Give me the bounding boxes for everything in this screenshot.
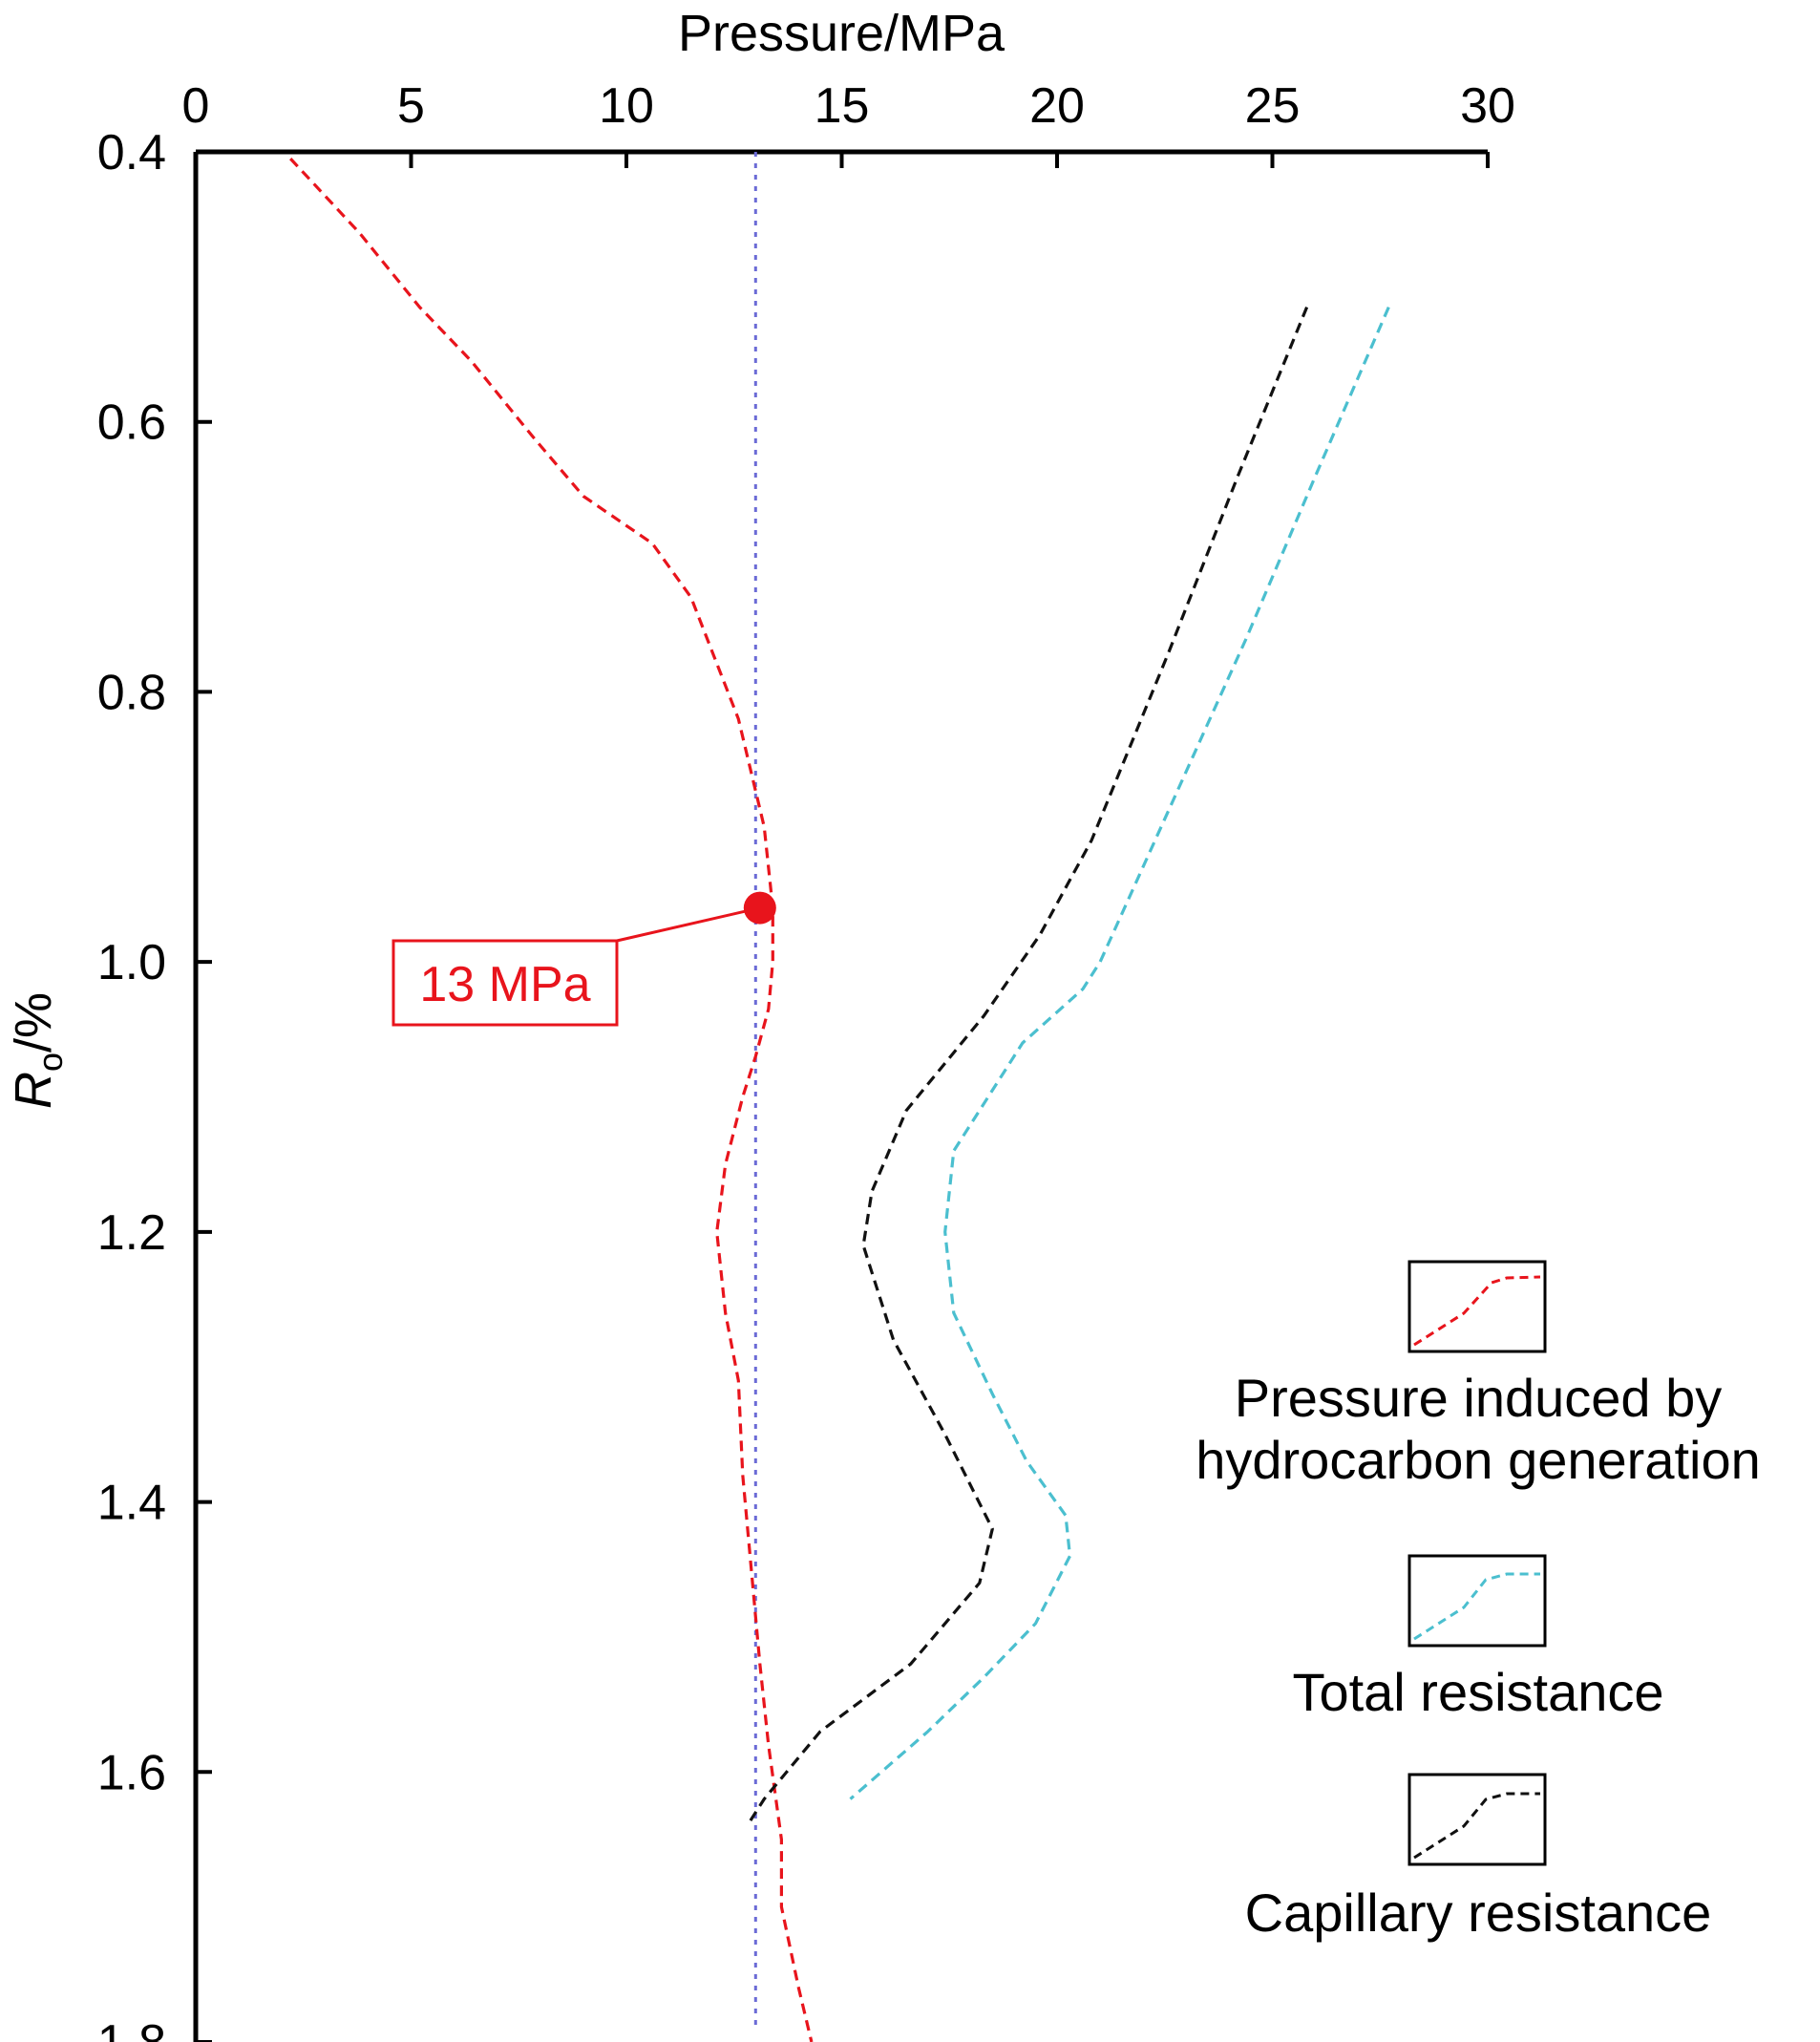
annotation-leader-line [616,906,761,943]
y-tick-label: 0.8 [97,665,166,720]
legend-swatch-line [1413,1572,1540,1641]
y-axis-ticks: 0.4 0.6 0.8 1.0 1.2 1.4 1.6 1.8 [97,125,212,2042]
annotation-label-box [392,939,619,1027]
series-layer [289,158,1390,2042]
x-tick-label: 20 [1029,78,1085,134]
legend-swatch-box [1407,1260,1547,1353]
y-axis-title-main: R [5,1072,62,1109]
x-tick-label: 30 [1460,78,1515,134]
series-pressure-line [289,158,814,2042]
legend-item-total-resistance: Total resistance [1292,1554,1664,1722]
annotation-13mpa: 13 MPa [392,891,776,1027]
y-tick-label: 1.4 [97,1476,166,1531]
y-tick-label: 0.6 [97,395,166,451]
legend-swatch-box [1407,1554,1547,1648]
y-axis-title-unit: /% [5,992,62,1053]
legend-label-line-1: Pressure induced by [1235,1368,1723,1428]
annotation-label: 13 MPa [419,957,590,1012]
y-tick-label: 1.2 [97,1205,166,1261]
legend: Pressure induced by hydrocarbon generati… [1196,1260,1761,1943]
x-axis-ticks: 0 5 10 15 20 25 30 [182,78,1515,168]
series-total-resistance-line [849,306,1390,1800]
annotation-marker [743,891,776,925]
legend-item-pressure: Pressure induced by hydrocarbon generati… [1196,1260,1761,1490]
x-tick-label: 0 [182,78,210,134]
y-tick-label: 1.8 [97,2015,166,2042]
legend-swatch-box [1407,1773,1547,1866]
y-tick-label: 1.0 [97,935,166,990]
x-tick-label: 25 [1245,78,1301,134]
y-tick-label: 0.4 [97,125,166,181]
legend-swatch-line [1413,1275,1541,1347]
legend-item-capillary-resistance: Capillary resistance [1245,1773,1712,1943]
legend-label: Capillary resistance [1245,1882,1712,1943]
x-tick-label: 10 [599,78,654,134]
legend-swatch-line [1413,1792,1540,1860]
svg-text:Ro/%: Ro/% [5,992,70,1109]
y-tick-label: 1.6 [97,1745,166,1800]
legend-label: Total resistance [1292,1662,1663,1722]
legend-label-line-2: hydrocarbon generation [1196,1430,1761,1490]
series-capillary-resistance-line [745,306,1309,1827]
x-tick-label: 15 [815,78,870,134]
y-axis-title: Ro/% [5,992,70,1109]
x-axis-title: Pressure/MPa [678,5,1005,62]
y-axis-title-subscript: o [31,1053,70,1072]
x-tick-label: 5 [397,78,425,134]
